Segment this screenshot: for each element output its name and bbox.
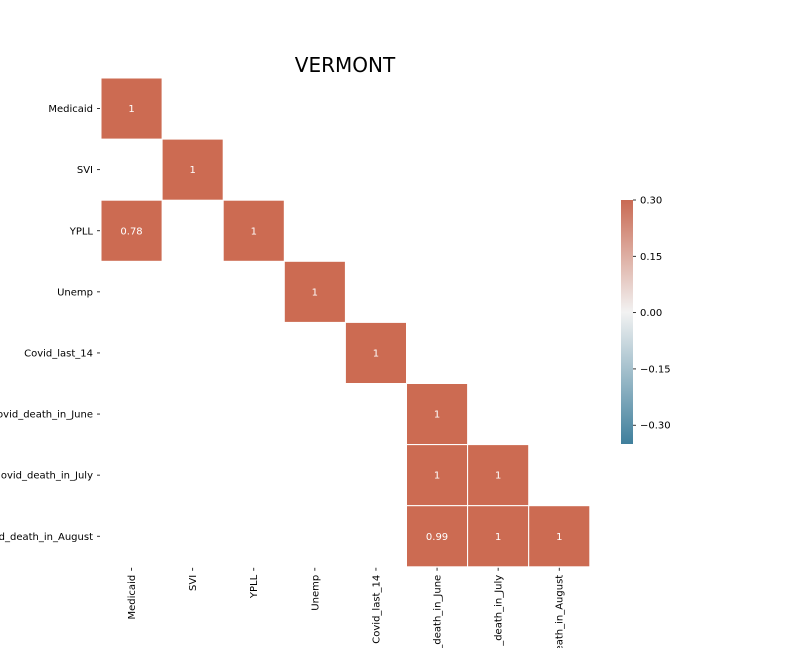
colorbar: 0.30 0.15 0.00 −0.15 −0.30	[621, 196, 671, 444]
cell-value-label: 1	[495, 532, 501, 543]
cell-value-label: 1	[128, 104, 134, 115]
x-tick-label: _death_in_June	[433, 575, 444, 648]
heatmap-cell	[528, 505, 591, 568]
x-tick-label: _death_in_July	[494, 575, 505, 647]
x-tick-label: eath_in_August	[555, 575, 566, 648]
heatmap-cell	[283, 260, 346, 323]
cell-value-label: 0.78	[120, 226, 142, 237]
y-tick-label: d_death_in_August	[0, 532, 93, 543]
heatmap-cell	[222, 199, 285, 262]
heatmap-cell	[100, 77, 163, 140]
y-tick-label: Covid_last_14	[24, 348, 93, 359]
colorbar-tick-label: −0.15	[640, 364, 671, 375]
colorbar-tick-label: 0.30	[640, 196, 662, 207]
heatmap-cell	[344, 321, 407, 384]
cell-value-label: 1	[434, 410, 440, 421]
cell-value-label: 1	[189, 165, 195, 176]
y-tick-label: ovid_death_in_June	[0, 410, 93, 421]
x-tick-label: Covid_last_14	[371, 575, 382, 644]
y-tick-label: Medicaid	[48, 104, 93, 115]
colorbar-tick-label: 0.15	[640, 252, 662, 263]
x-tick-label: YPLL	[249, 574, 260, 599]
cell-value-label: 1	[495, 471, 501, 482]
cell-value-label: 1	[251, 226, 257, 237]
cell-value-label: 0.99	[426, 532, 448, 543]
cell-value-label: 1	[434, 471, 440, 482]
x-tick-labels: Medicaid SVI YPLL Unemp Covid_last_14 _death_…	[127, 567, 566, 648]
cell-value-label: 1	[556, 532, 562, 543]
colorbar-gradient	[621, 200, 633, 444]
cell-value-label: 1	[312, 287, 318, 298]
y-tick-label: YPLL	[69, 226, 94, 237]
y-tick-label: SVI	[77, 165, 93, 176]
colorbar-ticks: 0.30 0.15 0.00 −0.15 −0.30	[633, 196, 671, 432]
heatmap-cell	[100, 199, 163, 262]
heatmap-cells: 1 1 0.78 1 1 1 1 1 1 0.99 1 1	[100, 77, 591, 568]
heatmap-cell	[406, 444, 469, 507]
colorbar-tick-label: 0.00	[640, 308, 662, 319]
heatmap-cell	[406, 505, 469, 568]
colorbar-tick-label: −0.30	[640, 421, 671, 432]
x-tick-label: Medicaid	[127, 575, 138, 620]
cell-value-label: 1	[373, 348, 379, 359]
heatmap-cell	[161, 138, 224, 201]
x-tick-label: Unemp	[310, 575, 321, 611]
y-tick-label: Unemp	[57, 287, 93, 298]
x-tick-label: SVI	[188, 575, 199, 591]
chart-title: VERMONT	[295, 53, 396, 77]
y-tick-labels: Medicaid SVI YPLL Unemp Covid_last_14 ovid_de…	[0, 104, 100, 543]
y-tick-label: ovid_death_in_July	[1, 471, 93, 482]
